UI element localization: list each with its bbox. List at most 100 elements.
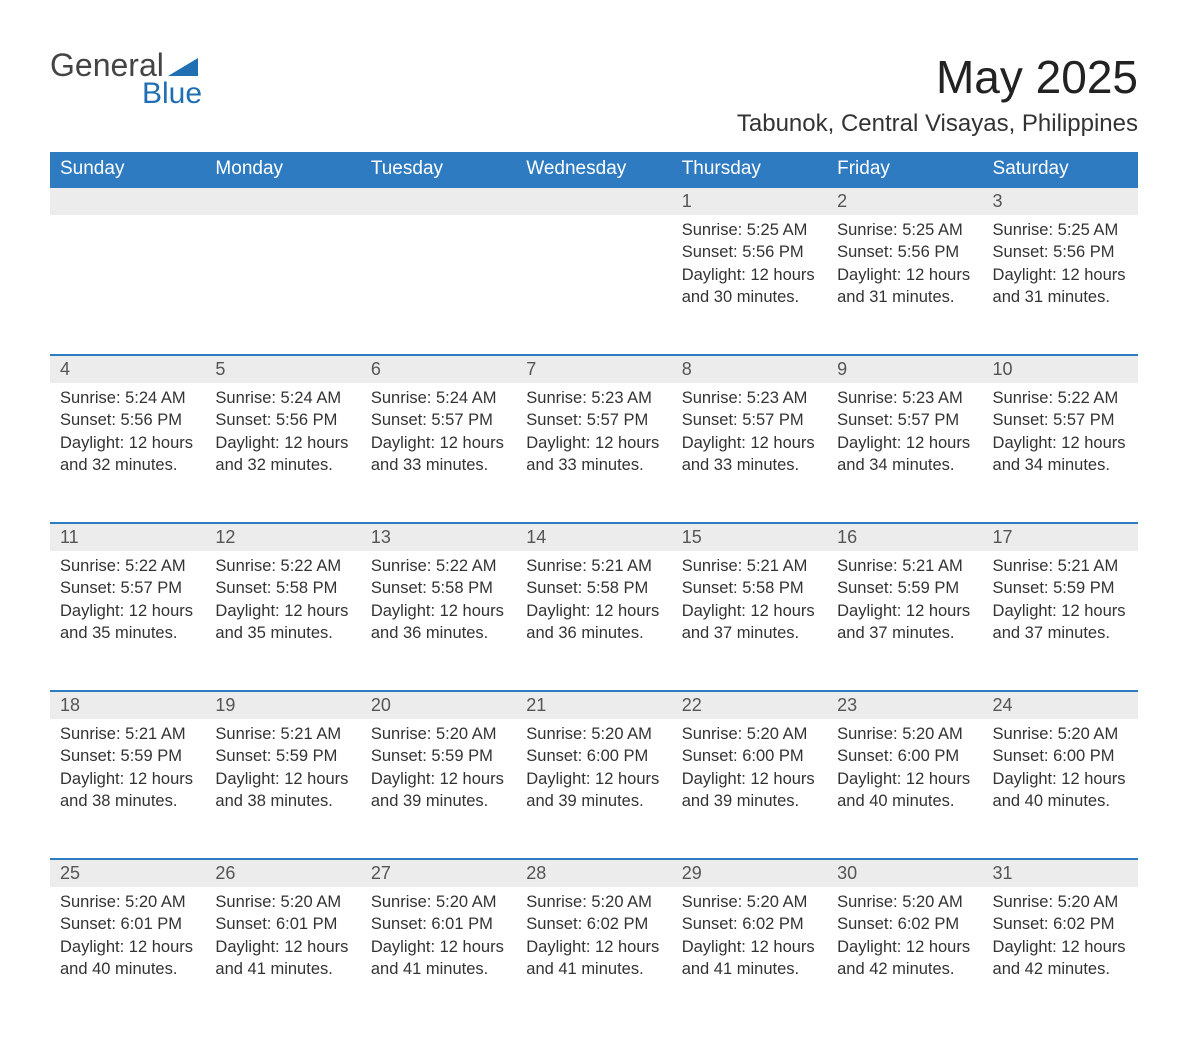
day-number [361,188,516,215]
calendar-cell: Sunrise: 5:20 AMSunset: 6:02 PMDaylight:… [516,887,671,1027]
daylight-line: Daylight: 12 hours and 35 minutes. [215,600,350,645]
day-number: 29 [672,860,827,887]
calendar-cell: Sunrise: 5:20 AMSunset: 6:00 PMDaylight:… [827,719,982,859]
calendar-cell: Sunrise: 5:22 AMSunset: 5:57 PMDaylight:… [50,551,205,691]
day-number: 31 [983,860,1138,887]
sunset-line: Sunset: 5:57 PM [371,409,506,431]
sunrise-line: Sunrise: 5:24 AM [371,387,506,409]
day-number: 8 [672,356,827,383]
sunset-line: Sunset: 6:02 PM [526,913,661,935]
header: General Blue May 2025 Tabunok, Central V… [50,50,1138,138]
day-number [516,188,671,215]
daylight-line: Daylight: 12 hours and 39 minutes. [526,768,661,813]
calendar-cell: Sunrise: 5:21 AMSunset: 5:59 PMDaylight:… [827,551,982,691]
calendar-cell: Sunrise: 5:24 AMSunset: 5:56 PMDaylight:… [205,383,360,523]
day-details: Sunrise: 5:25 AMSunset: 5:56 PMDaylight:… [983,215,1138,324]
sunrise-line: Sunrise: 5:21 AM [215,723,350,745]
sunrise-line: Sunrise: 5:22 AM [993,387,1128,409]
brand-line2: Blue [142,80,202,109]
daylight-line: Daylight: 12 hours and 39 minutes. [682,768,817,813]
sunrise-line: Sunrise: 5:20 AM [682,723,817,745]
day-details: Sunrise: 5:24 AMSunset: 5:56 PMDaylight:… [205,383,360,492]
calendar-cell: Sunrise: 5:20 AMSunset: 6:01 PMDaylight:… [205,887,360,1027]
daylight-line: Daylight: 12 hours and 34 minutes. [837,432,972,477]
daylight-line: Daylight: 12 hours and 40 minutes. [993,768,1128,813]
sunrise-line: Sunrise: 5:20 AM [60,891,195,913]
sunrise-line: Sunrise: 5:21 AM [837,555,972,577]
daylight-line: Daylight: 12 hours and 41 minutes. [215,936,350,981]
daylight-line: Daylight: 12 hours and 40 minutes. [60,936,195,981]
daylight-line: Daylight: 12 hours and 40 minutes. [837,768,972,813]
weekday-header: Tuesday [361,152,516,187]
sunrise-line: Sunrise: 5:21 AM [60,723,195,745]
calendar-cell: Sunrise: 5:20 AMSunset: 6:01 PMDaylight:… [50,887,205,1027]
day-number: 2 [827,188,982,215]
sunrise-line: Sunrise: 5:20 AM [837,723,972,745]
calendar-cell: Sunrise: 5:22 AMSunset: 5:57 PMDaylight:… [983,383,1138,523]
sunset-line: Sunset: 6:00 PM [993,745,1128,767]
day-number [50,188,205,215]
weekday-header: Friday [827,152,982,187]
location: Tabunok, Central Visayas, Philippines [737,110,1138,138]
day-details: Sunrise: 5:20 AMSunset: 6:01 PMDaylight:… [361,887,516,996]
daylight-line: Daylight: 12 hours and 32 minutes. [60,432,195,477]
day-details: Sunrise: 5:23 AMSunset: 5:57 PMDaylight:… [827,383,982,492]
sunrise-line: Sunrise: 5:24 AM [60,387,195,409]
day-details: Sunrise: 5:23 AMSunset: 5:57 PMDaylight:… [672,383,827,492]
sunset-line: Sunset: 5:57 PM [682,409,817,431]
daylight-line: Daylight: 12 hours and 33 minutes. [682,432,817,477]
day-details: Sunrise: 5:21 AMSunset: 5:59 PMDaylight:… [827,551,982,660]
sunrise-line: Sunrise: 5:23 AM [682,387,817,409]
sunset-line: Sunset: 5:57 PM [60,577,195,599]
sunset-line: Sunset: 5:58 PM [371,577,506,599]
calendar-cell: Sunrise: 5:20 AMSunset: 6:01 PMDaylight:… [361,887,516,1027]
calendar-cell: Sunrise: 5:20 AMSunset: 6:02 PMDaylight:… [672,887,827,1027]
calendar-cell: Sunrise: 5:21 AMSunset: 5:59 PMDaylight:… [983,551,1138,691]
sunset-line: Sunset: 6:01 PM [371,913,506,935]
sunset-line: Sunset: 5:56 PM [993,241,1128,263]
calendar-cell: Sunrise: 5:20 AMSunset: 6:00 PMDaylight:… [983,719,1138,859]
weekday-header: Sunday [50,152,205,187]
sunrise-line: Sunrise: 5:22 AM [371,555,506,577]
calendar-cell: Sunrise: 5:22 AMSunset: 5:58 PMDaylight:… [361,551,516,691]
day-number: 10 [983,356,1138,383]
day-number: 30 [827,860,982,887]
day-number: 6 [361,356,516,383]
sunrise-line: Sunrise: 5:20 AM [837,891,972,913]
daylight-line: Daylight: 12 hours and 39 minutes. [371,768,506,813]
weekday-header: Monday [205,152,360,187]
sunrise-line: Sunrise: 5:21 AM [682,555,817,577]
day-details: Sunrise: 5:20 AMSunset: 6:02 PMDaylight:… [827,887,982,996]
sunset-line: Sunset: 6:01 PM [60,913,195,935]
calendar-cell: Sunrise: 5:25 AMSunset: 5:56 PMDaylight:… [672,215,827,355]
day-number: 16 [827,524,982,551]
day-number: 17 [983,524,1138,551]
sunset-line: Sunset: 5:56 PM [682,241,817,263]
day-number: 27 [361,860,516,887]
sunset-line: Sunset: 5:58 PM [215,577,350,599]
day-details: Sunrise: 5:20 AMSunset: 5:59 PMDaylight:… [361,719,516,828]
sunset-line: Sunset: 6:01 PM [215,913,350,935]
calendar-cell: Sunrise: 5:25 AMSunset: 5:56 PMDaylight:… [983,215,1138,355]
daylight-line: Daylight: 12 hours and 38 minutes. [215,768,350,813]
daylight-line: Daylight: 12 hours and 31 minutes. [993,264,1128,309]
sunrise-line: Sunrise: 5:20 AM [215,891,350,913]
brand-triangle-icon [168,50,198,80]
calendar-cell: Sunrise: 5:20 AMSunset: 6:00 PMDaylight:… [672,719,827,859]
sunrise-line: Sunrise: 5:20 AM [993,891,1128,913]
daylight-line: Daylight: 12 hours and 37 minutes. [993,600,1128,645]
day-number: 15 [672,524,827,551]
sunset-line: Sunset: 6:02 PM [993,913,1128,935]
day-details: Sunrise: 5:21 AMSunset: 5:58 PMDaylight:… [516,551,671,660]
calendar-cell: Sunrise: 5:20 AMSunset: 6:02 PMDaylight:… [827,887,982,1027]
daylight-line: Daylight: 12 hours and 38 minutes. [60,768,195,813]
sunrise-line: Sunrise: 5:22 AM [60,555,195,577]
calendar-cell: Sunrise: 5:25 AMSunset: 5:56 PMDaylight:… [827,215,982,355]
daylight-line: Daylight: 12 hours and 37 minutes. [837,600,972,645]
day-number: 13 [361,524,516,551]
day-details: Sunrise: 5:22 AMSunset: 5:57 PMDaylight:… [50,551,205,660]
day-details: Sunrise: 5:22 AMSunset: 5:58 PMDaylight:… [361,551,516,660]
day-details: Sunrise: 5:21 AMSunset: 5:59 PMDaylight:… [205,719,360,828]
day-number [205,188,360,215]
daylight-line: Daylight: 12 hours and 36 minutes. [526,600,661,645]
